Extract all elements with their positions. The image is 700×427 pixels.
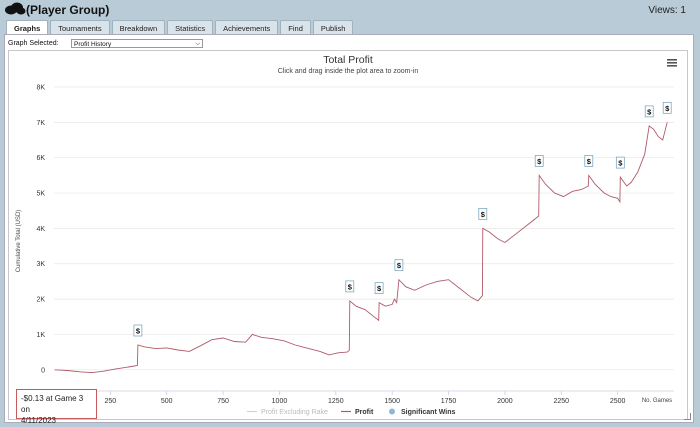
marker-box: [345, 280, 355, 293]
y-tick-label: 3K: [36, 261, 45, 268]
marker-box: [374, 282, 384, 294]
significant-win-marker[interactable]: $: [478, 208, 488, 220]
significant-win-marker[interactable]: $: [374, 282, 384, 294]
marker-box: [584, 155, 594, 167]
views-counter: Views: 1: [648, 5, 686, 16]
chart-tooltip: -$0.13 at Game 3 on 4/11/2023: [16, 389, 97, 425]
y-tick-label: 8K: [36, 85, 45, 92]
tab-achievements[interactable]: Achievements: [215, 20, 279, 35]
x-tick-label: 1750: [441, 398, 457, 405]
y-tick-label: 6K: [36, 155, 45, 162]
significant-win-markers: $ $ $ $ $ $ $ $ $ $: [133, 101, 672, 337]
header: (Player Group) Views: 1: [0, 0, 700, 22]
chart-subtitle: Click and drag inside the plot area to z…: [278, 68, 419, 75]
x-tick-label: 1500: [384, 398, 400, 405]
y-axis-ticks: 0 1K 2K 3K 4K 5K 6K 7K 8K: [36, 85, 45, 375]
legend-label: Profit Excluding Rake: [261, 409, 328, 416]
marker-box: [478, 208, 488, 220]
tab-bar: Graphs Tournaments Breakdown Statistics Achi…: [6, 20, 354, 36]
dollar-icon: $: [481, 210, 486, 219]
chart-legend: Profit Excluding Rake Profit Significant W…: [247, 408, 455, 417]
marker-box: [534, 155, 544, 167]
tooltip-line-2: 4/11/2023: [21, 416, 56, 425]
tab-statistics[interactable]: Statistics: [167, 20, 214, 35]
tooltip-line-1: -$0.13 at Game 3 on: [21, 394, 84, 414]
tab-tournaments[interactable]: Tournaments: [50, 20, 110, 35]
dollar-icon: $: [136, 327, 141, 336]
x-tick-label: 1250: [328, 398, 344, 405]
chart-grid: [54, 86, 674, 392]
x-tick-label: 2500: [610, 398, 626, 405]
dollar-icon: $: [647, 107, 652, 116]
y-tick-label: 0: [41, 367, 45, 374]
significant-win-marker[interactable]: $: [662, 101, 672, 114]
legend-label: Significant Wins: [401, 409, 455, 416]
x-tick-label: 500: [161, 398, 173, 405]
tab-publish[interactable]: Publish: [312, 20, 354, 35]
chart-title: Total Profit: [323, 54, 373, 66]
profit-series-line: [54, 122, 668, 374]
legend-item[interactable]: Profit Excluding Rake: [247, 409, 328, 416]
marker-box: [662, 101, 672, 114]
y-tick-label: 5K: [36, 191, 45, 198]
significant-win-marker[interactable]: $: [133, 324, 143, 337]
marker-box: [644, 105, 654, 118]
dollar-icon: $: [587, 157, 592, 166]
tab-graphs[interactable]: Graphs: [6, 20, 49, 36]
marker-box: [394, 259, 404, 272]
dollar-icon: $: [397, 261, 402, 270]
chart-frame[interactable]: Total Profit Click and drag inside the p…: [8, 50, 688, 420]
dollar-icon: $: [348, 282, 353, 291]
x-tick-label: 250: [105, 398, 117, 405]
x-tick-label: 750: [217, 398, 229, 405]
legend-swatch: [389, 408, 395, 415]
significant-win-marker[interactable]: $: [534, 155, 544, 167]
group-title: (Player Group): [26, 3, 110, 17]
tab-find[interactable]: Find: [280, 20, 311, 35]
significant-win-marker[interactable]: $: [615, 156, 625, 169]
x-axis-ticks: 02505007501000125015001750200022502500: [52, 391, 626, 405]
x-axis-label: No. Games: [642, 398, 672, 404]
x-tick-label: 2000: [497, 398, 513, 405]
legend-label: Profit: [355, 409, 374, 416]
x-tick-label: 1000: [272, 398, 288, 405]
graph-select-dropdown[interactable]: Profit History ⌵: [71, 39, 203, 48]
resize-handle-icon[interactable]: [684, 413, 691, 420]
chart-series: [54, 122, 668, 374]
dollar-icon: $: [618, 159, 623, 168]
graphs-panel: Graph Selected: Profit History ⌵ Total P…: [4, 34, 694, 425]
y-tick-label: 4K: [36, 226, 45, 233]
graph-select-value: Profit History: [74, 41, 112, 48]
legend-item[interactable]: Significant Wins: [389, 408, 455, 417]
y-tick-label: 2K: [36, 297, 45, 304]
legend-item[interactable]: Profit: [341, 409, 374, 416]
significant-win-marker[interactable]: $: [394, 259, 404, 272]
significant-win-marker[interactable]: $: [644, 105, 654, 118]
dollar-icon: $: [537, 157, 542, 166]
significant-win-marker[interactable]: $: [345, 280, 355, 293]
graph-select-label: Graph Selected:: [8, 40, 59, 47]
y-tick-label: 1K: [36, 332, 45, 339]
tab-breakdown[interactable]: Breakdown: [111, 20, 166, 35]
significant-win-marker[interactable]: $: [584, 155, 594, 167]
chevron-down-icon: ⌵: [195, 41, 200, 47]
y-tick-label: 7K: [36, 120, 45, 127]
profit-chart[interactable]: Total Profit Click and drag inside the p…: [9, 51, 687, 419]
cloud-logo-icon: [5, 2, 26, 15]
x-tick-label: 2250: [553, 398, 569, 405]
marker-box: [615, 156, 625, 169]
y-axis-label: Cumulative Total (USD): [16, 210, 22, 273]
marker-box: [133, 324, 143, 337]
dollar-icon: $: [377, 284, 382, 293]
chart-menu-button[interactable]: [667, 58, 677, 67]
dollar-icon: $: [665, 104, 670, 113]
